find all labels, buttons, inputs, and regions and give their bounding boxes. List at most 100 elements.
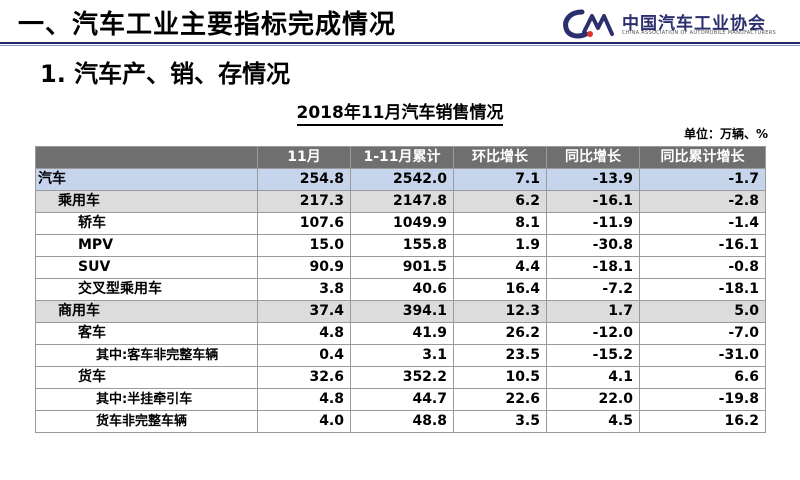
page-heading: 一、汽车工业主要指标完成情况 [18,10,397,40]
yoy-ytd-value: -2.8 [639,190,766,213]
yoy-ytd-value: -19.8 [639,388,766,411]
ytd-value: 40.6 [350,278,454,301]
month-value: 4.8 [257,322,351,345]
table-row: 轿车 107.6 1049.9 8.1 -11.9 -1.4 [35,212,766,235]
ytd-value: 41.9 [350,322,454,345]
table-row: 货车 32.6 352.2 10.5 4.1 6.6 [35,366,766,389]
ytd-value: 44.7 [350,388,454,411]
ytd-value: 3.1 [350,344,454,367]
row-label: SUV [35,256,258,279]
table-row: 乘用车 217.3 2147.8 6.2 -16.1 -2.8 [35,190,766,213]
mom-value: 1.9 [453,234,547,257]
ytd-value: 352.2 [350,366,454,389]
caam-logo: 中国汽车工业协会 CHINA ASSOCIATION OF AUTOMOBILE… [560,6,790,42]
logo-name-en: CHINA ASSOCIATION OF AUTOMOBILE MANUFACT… [622,30,776,36]
yoy-value: -13.9 [546,168,640,191]
table-row: 客车 4.8 41.9 26.2 -12.0 -7.0 [35,322,766,345]
yoy-ytd-value: -16.1 [639,234,766,257]
month-value: 3.8 [257,278,351,301]
yoy-ytd-value: -7.0 [639,322,766,345]
yoy-ytd-value: -0.8 [639,256,766,279]
ytd-value: 394.1 [350,300,454,323]
header-rule [0,42,800,44]
yoy-ytd-value: -31.0 [639,344,766,367]
header-cell-blank [35,146,258,169]
month-value: 90.9 [257,256,351,279]
table-title-wrap: 2018年11月汽车销售情况 [0,98,800,126]
table-row: 货车非完整车辆 4.0 48.8 3.5 4.5 16.2 [35,410,766,433]
section-heading: 1. 汽车产、销、存情况 [40,60,291,88]
mom-value: 4.4 [453,256,547,279]
ytd-value: 1049.9 [350,212,454,235]
yoy-value: -11.9 [546,212,640,235]
yoy-value: -16.1 [546,190,640,213]
row-label: 商用车 [35,300,258,323]
ytd-value: 2147.8 [350,190,454,213]
caam-logo-icon [563,9,614,39]
mom-value: 12.3 [453,300,547,323]
month-value: 107.6 [257,212,351,235]
row-label: 汽车 [35,168,258,191]
yoy-value: 22.0 [546,388,640,411]
yoy-value: 1.7 [546,300,640,323]
yoy-ytd-value: -1.4 [639,212,766,235]
month-value: 15.0 [257,234,351,257]
table-row: MPV 15.0 155.8 1.9 -30.8 -16.1 [35,234,766,257]
yoy-value: 4.1 [546,366,640,389]
sales-table: 11月 1-11月累计 环比增长 同比增长 同比累计增长 汽车 254.8 2542… [35,146,766,433]
mom-value: 3.5 [453,410,547,433]
month-value: 4.8 [257,388,351,411]
row-label: MPV [35,234,258,257]
yoy-value: -7.2 [546,278,640,301]
yoy-value: -30.8 [546,234,640,257]
table-title: 2018年11月汽车销售情况 [296,103,504,126]
yoy-ytd-value: -18.1 [639,278,766,301]
header-cell-mom: 环比增长 [453,146,547,169]
row-label: 货车 [35,366,258,389]
logo-name-cn: 中国汽车工业协会 [622,14,766,34]
table-row: 汽车 254.8 2542.0 7.1 -13.9 -1.7 [35,168,766,191]
yoy-value: 4.5 [546,410,640,433]
ytd-value: 48.8 [350,410,454,433]
month-value: 4.0 [257,410,351,433]
row-label: 货车非完整车辆 [35,410,258,433]
unit-note: 单位：万辆、% [683,127,768,141]
header-rule-secondary [0,45,800,46]
row-label: 乘用车 [35,190,258,213]
yoy-ytd-value: 6.6 [639,366,766,389]
ytd-value: 2542.0 [350,168,454,191]
month-value: 37.4 [257,300,351,323]
yoy-value: -18.1 [546,256,640,279]
header-cell-yoy-ytd: 同比累计增长 [639,146,766,169]
row-label: 交叉型乘用车 [35,278,258,301]
header-cell-yoy: 同比增长 [546,146,640,169]
ytd-value: 901.5 [350,256,454,279]
mom-value: 23.5 [453,344,547,367]
month-value: 32.6 [257,366,351,389]
row-label: 客车 [35,322,258,345]
row-label: 其中:半挂牵引车 [35,388,258,411]
yoy-ytd-value: 5.0 [639,300,766,323]
header-cell-month: 11月 [257,146,351,169]
mom-value: 8.1 [453,212,547,235]
month-value: 217.3 [257,190,351,213]
row-label: 其中:客车非完整车辆 [35,344,258,367]
mom-value: 6.2 [453,190,547,213]
header-cell-ytd: 1-11月累计 [350,146,454,169]
yoy-value: -12.0 [546,322,640,345]
table-header-row: 11月 1-11月累计 环比增长 同比增长 同比累计增长 [35,146,766,169]
table-row: 其中:半挂牵引车 4.8 44.7 22.6 22.0 -19.8 [35,388,766,411]
mom-value: 7.1 [453,168,547,191]
table-row: 其中:客车非完整车辆 0.4 3.1 23.5 -15.2 -31.0 [35,344,766,367]
mom-value: 16.4 [453,278,547,301]
yoy-ytd-value: 16.2 [639,410,766,433]
mom-value: 10.5 [453,366,547,389]
month-value: 254.8 [257,168,351,191]
yoy-value: -15.2 [546,344,640,367]
mom-value: 26.2 [453,322,547,345]
row-label: 轿车 [35,212,258,235]
table-row: 交叉型乘用车 3.8 40.6 16.4 -7.2 -18.1 [35,278,766,301]
yoy-ytd-value: -1.7 [639,168,766,191]
table-row: 商用车 37.4 394.1 12.3 1.7 5.0 [35,300,766,323]
month-value: 0.4 [257,344,351,367]
